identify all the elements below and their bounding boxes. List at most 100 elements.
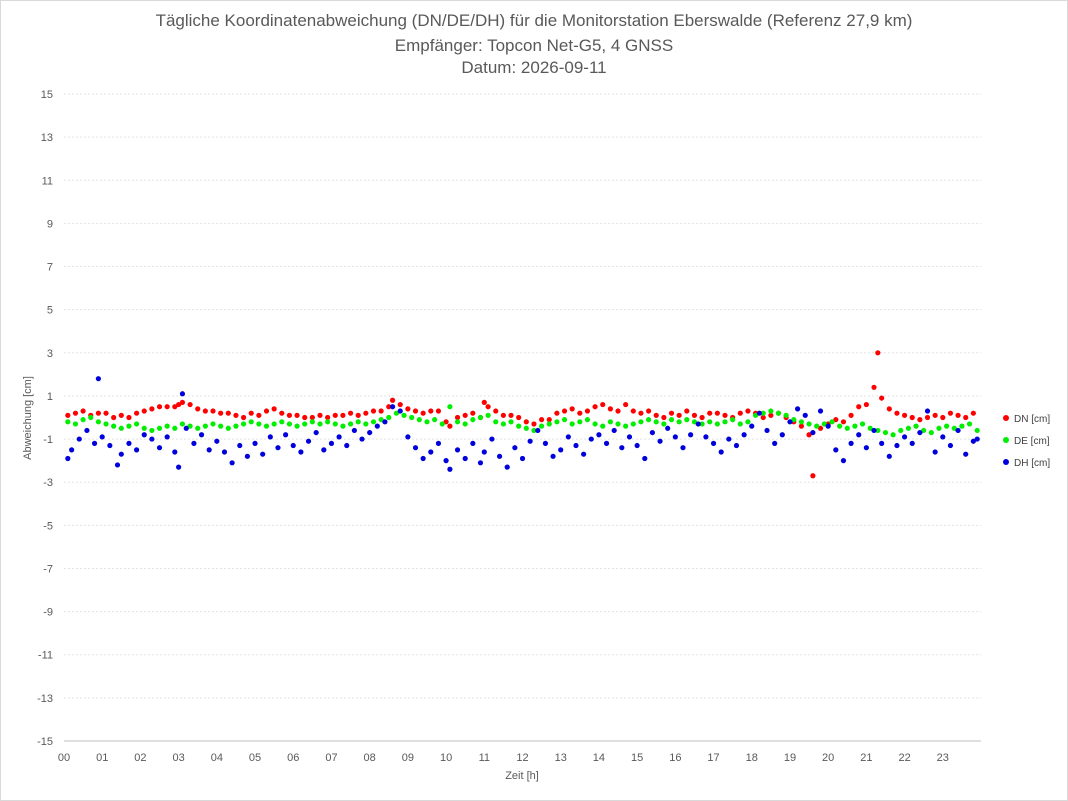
data-point xyxy=(397,401,403,408)
data-point xyxy=(806,421,812,427)
data-point xyxy=(760,410,766,416)
data-point xyxy=(99,434,105,440)
y-tick-label: -11 xyxy=(38,650,53,662)
data-point xyxy=(126,414,132,421)
data-point xyxy=(447,423,453,429)
data-point xyxy=(833,447,839,453)
data-point xyxy=(817,408,824,414)
data-point xyxy=(412,445,419,451)
data-point xyxy=(645,417,652,423)
data-point xyxy=(133,421,140,427)
data-point xyxy=(963,451,969,457)
data-point xyxy=(730,417,736,423)
data-point xyxy=(325,419,331,425)
x-tick-label: 15 xyxy=(631,752,643,764)
data-point xyxy=(351,427,357,434)
data-point xyxy=(416,417,422,423)
data-point xyxy=(714,410,720,416)
data-point xyxy=(752,412,759,418)
data-point xyxy=(901,412,908,418)
data-point xyxy=(72,421,79,427)
data-point xyxy=(225,410,231,416)
data-point xyxy=(332,421,338,427)
data-point xyxy=(432,417,438,423)
data-point xyxy=(428,449,434,455)
data-point xyxy=(321,447,327,453)
data-point xyxy=(447,404,453,410)
data-point xyxy=(852,423,858,429)
data-point xyxy=(275,445,281,451)
data-point xyxy=(347,410,354,416)
data-point xyxy=(240,414,247,421)
data-point xyxy=(917,429,923,436)
data-point xyxy=(508,412,514,418)
data-point xyxy=(645,408,652,414)
data-point xyxy=(313,429,319,436)
data-point xyxy=(263,423,270,429)
data-point xyxy=(176,464,182,470)
x-tick-label: 11 xyxy=(479,752,490,764)
data-point xyxy=(218,423,224,429)
data-point xyxy=(206,447,212,453)
data-point xyxy=(405,406,411,412)
data-point xyxy=(370,408,377,414)
data-point xyxy=(198,432,205,438)
x-tick-label: 20 xyxy=(822,752,834,764)
data-point xyxy=(485,404,491,410)
data-point xyxy=(603,440,610,446)
data-point xyxy=(183,425,189,431)
data-point xyxy=(607,419,613,425)
data-point xyxy=(435,440,442,446)
x-axis-label: Zeit [h] xyxy=(505,770,539,782)
data-point xyxy=(405,434,411,440)
data-point xyxy=(924,414,931,421)
data-point xyxy=(126,423,132,429)
legend: DN [cm] DE [cm] DH [cm] xyxy=(1003,414,1050,469)
data-point xyxy=(848,412,854,418)
data-point xyxy=(764,427,770,434)
data-point xyxy=(286,421,293,427)
data-point xyxy=(225,425,231,431)
data-point xyxy=(924,408,931,414)
data-point xyxy=(187,401,193,408)
data-point xyxy=(634,442,640,449)
data-point xyxy=(592,421,598,427)
data-point xyxy=(367,429,373,436)
data-point xyxy=(172,404,178,410)
data-point xyxy=(149,406,155,412)
data-point xyxy=(72,410,79,416)
data-point xyxy=(619,445,625,451)
data-point xyxy=(359,436,365,442)
data-point xyxy=(966,421,973,427)
x-tick-label: 16 xyxy=(669,752,681,764)
data-point xyxy=(577,410,583,416)
chart-title: Tägliche Koordinatenabweichung (DN/DE/DH… xyxy=(155,11,913,30)
x-tick-label: 09 xyxy=(402,752,414,764)
data-point xyxy=(745,419,751,425)
data-point xyxy=(584,417,591,423)
legend-marker xyxy=(1003,415,1009,421)
data-point xyxy=(65,412,71,418)
data-point xyxy=(909,414,915,421)
data-point xyxy=(955,427,961,434)
data-point xyxy=(875,350,881,356)
data-point xyxy=(500,421,506,427)
data-point xyxy=(844,425,850,431)
data-point xyxy=(462,412,468,418)
data-point xyxy=(848,440,854,446)
y-tick-label: -9 xyxy=(43,607,53,619)
data-point xyxy=(947,410,954,416)
data-point xyxy=(187,423,193,429)
data-point xyxy=(894,410,900,416)
data-point xyxy=(340,412,346,418)
data-point xyxy=(111,414,117,421)
x-tick-label: 19 xyxy=(784,752,796,764)
data-point xyxy=(577,419,583,425)
data-point xyxy=(252,440,258,446)
data-point xyxy=(814,423,820,429)
data-point xyxy=(317,412,323,418)
data-point xyxy=(65,455,71,462)
data-point xyxy=(932,412,938,418)
chart-date: Datum: 2026-09-11 xyxy=(461,58,607,77)
data-point xyxy=(386,404,392,410)
